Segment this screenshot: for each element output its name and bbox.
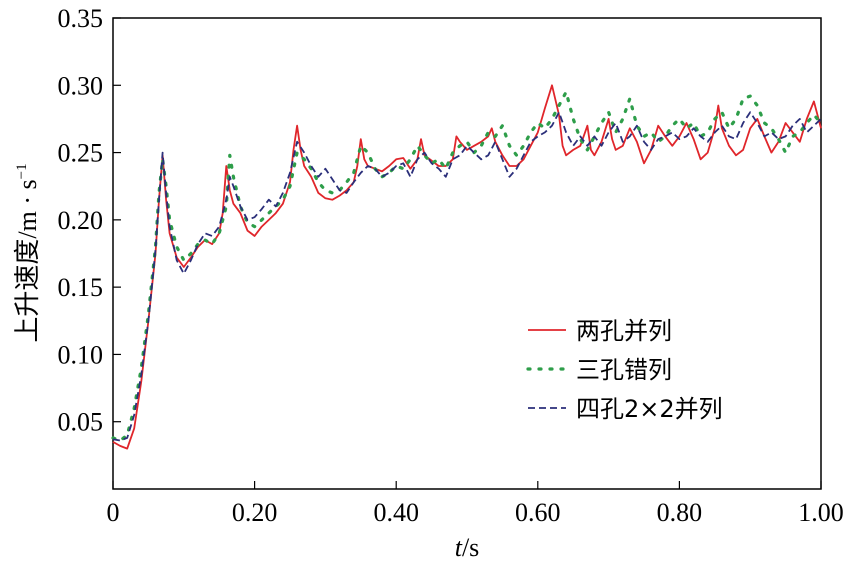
series-layer	[111, 84, 823, 450]
legend-label-2: 三孔错列	[576, 356, 672, 384]
y-tick-label: 0.20	[58, 206, 104, 235]
x-tick-label: 0.40	[373, 498, 419, 527]
series-line-1	[112, 84, 822, 450]
y-axis-label-sup: −1	[14, 163, 30, 179]
plot-frame	[112, 17, 822, 490]
x-axis: 0 0.20 0.40 0.60 0.80 1.00	[107, 481, 844, 527]
y-tick-label: 0.25	[58, 139, 104, 168]
series-line-2	[111, 90, 823, 443]
x-tick-label: 0.60	[515, 498, 561, 527]
x-tick-label: 0.80	[657, 498, 703, 527]
series-line-3	[112, 111, 822, 442]
y-axis-label: 上升速度/m · s−1	[13, 163, 42, 342]
y-tick-label: 0.15	[58, 273, 104, 302]
y-axis: 0.05 0.10 0.15 0.20 0.25 0.30 0.35	[58, 4, 121, 437]
y-tick-label: 0.35	[58, 4, 104, 33]
y-tick-label: 0.05	[58, 408, 104, 437]
x-tick-label: 1.00	[798, 498, 844, 527]
legend-label-3: 四孔2×2并列	[576, 395, 723, 423]
x-tick-label: 0.20	[232, 498, 278, 527]
y-axis-label-main: 上升速度/m · s	[13, 179, 42, 342]
y-tick-label: 0.30	[58, 71, 104, 100]
x-axis-label-italic: t	[455, 533, 463, 562]
x-tick-label: 0	[107, 498, 120, 527]
y-tick-label: 0.10	[58, 340, 104, 369]
x-axis-label-unit: /s	[462, 533, 479, 562]
x-axis-label: t/s	[455, 533, 480, 562]
legend-label-1: 两孔并列	[576, 317, 672, 345]
